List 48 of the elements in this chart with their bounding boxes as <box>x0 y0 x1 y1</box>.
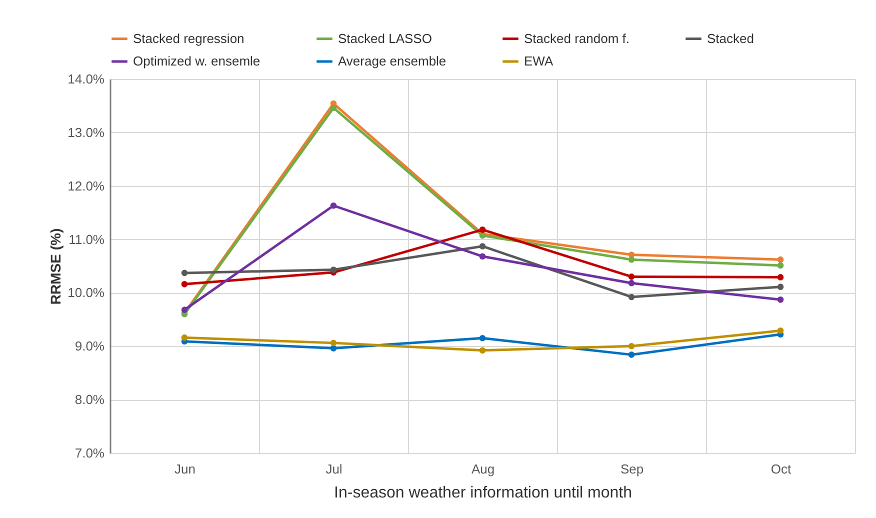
x-axis-title: In-season weather information until month <box>334 484 632 502</box>
point <box>330 104 337 112</box>
point <box>628 274 635 280</box>
point <box>479 253 486 260</box>
y-tick-label: 12.0% <box>68 178 105 194</box>
point <box>777 274 784 280</box>
y-tick-label: 13.0% <box>68 124 105 140</box>
legend-label: Stacked <box>707 30 754 46</box>
y-tick-label: 11.0% <box>68 232 105 247</box>
legend-label: Stacked LASSO <box>338 30 432 46</box>
y-axis-title: RRMSE (%) <box>48 228 64 305</box>
point <box>777 262 784 269</box>
y-tick-label: 14.0% <box>68 72 105 86</box>
point <box>777 327 784 334</box>
point <box>479 243 486 250</box>
point <box>628 256 635 263</box>
point <box>628 352 635 358</box>
point <box>628 280 635 286</box>
legend-label: Stacked regression <box>133 30 244 46</box>
point <box>777 256 784 263</box>
y-tick-label: 7.0% <box>74 446 105 460</box>
point <box>479 334 486 342</box>
point <box>181 306 188 313</box>
legend-label: Optimized w. ensemle <box>133 54 260 68</box>
legend-label: Stacked random f. <box>524 30 630 46</box>
point <box>181 334 188 341</box>
y-tick-label: 10.0% <box>68 285 105 300</box>
x-tick-label: Jul <box>326 462 342 476</box>
x-tick-label: Aug <box>471 462 495 476</box>
point <box>479 226 486 233</box>
x-tick-label: Oct <box>770 462 792 476</box>
y-tick-label: 8.0% <box>74 392 105 408</box>
point <box>330 202 337 209</box>
point <box>330 345 337 352</box>
legend-label: Average ensemble <box>338 54 446 68</box>
point <box>181 270 188 276</box>
x-tick-label: Sep <box>620 462 644 476</box>
x-tick-label: Jun <box>174 462 196 476</box>
point <box>777 284 784 290</box>
point <box>628 294 635 300</box>
point <box>479 347 486 354</box>
point <box>330 266 337 273</box>
point <box>181 281 188 288</box>
point <box>628 342 635 350</box>
point <box>330 340 337 346</box>
point <box>777 296 784 303</box>
y-tick-label: 9.0% <box>74 338 105 354</box>
legend-label: EWA <box>524 54 554 68</box>
